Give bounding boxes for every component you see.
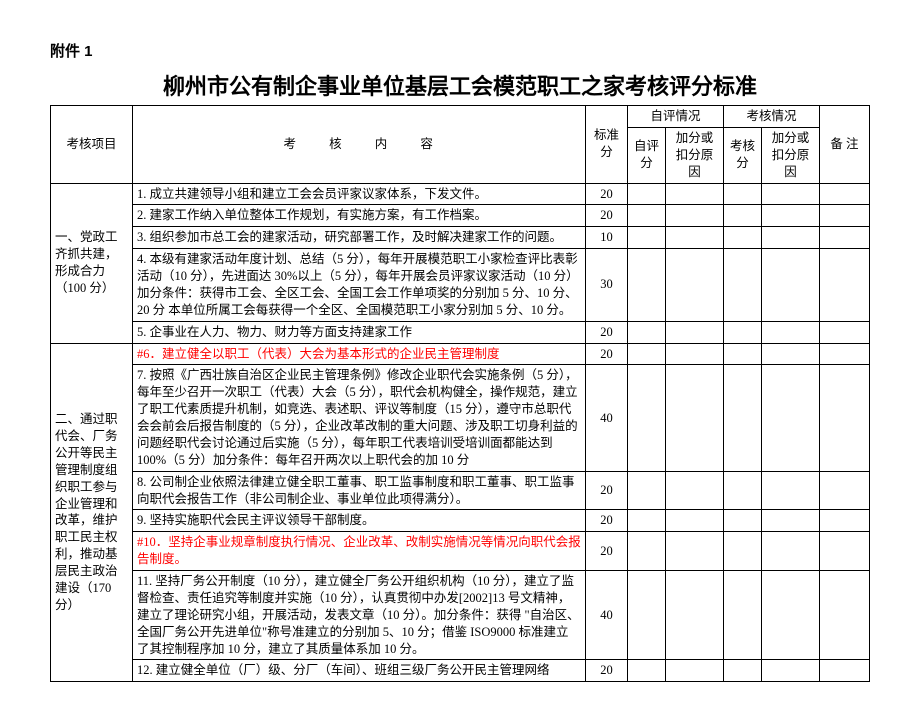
score-cell: 20 [585,343,627,365]
content-cell: 3. 组织参加市总工会的建家活动，研究部署工作，及时解决建家工作的问题。 [133,227,586,249]
assess-reason-cell [761,183,819,205]
content-cell: 5. 企事业在人力、物力、财力等方面支持建家工作 [133,321,586,343]
attachment-label: 附件 1 [50,40,870,61]
header-self-score: 自评分 [627,127,665,183]
table-row: 3. 组织参加市总工会的建家活动，研究部署工作，及时解决建家工作的问题。 10 [51,227,870,249]
table-row: 2. 建家工作纳入单位整体工作规划，有实施方案，有工作档案。 20 [51,205,870,227]
content-cell: 7. 按照《广西壮族自治区企业民主管理条例》修改企业职代会实施条例（5 分），每… [133,365,586,471]
assessment-table: 考核项目 考 核 内 容 标准分 自评情况 考核情况 备 注 自评分 加分或扣分… [50,105,870,682]
remark-cell [820,183,870,205]
table-row: 9. 坚持实施职代会民主评议领导干部制度。 20 [51,510,870,532]
table-row: 8. 公司制企业依照法律建立健全职工董事、职工监事制度和职工董事、职工监事向职代… [51,471,870,510]
header-assess-score: 考核分 [723,127,761,183]
header-row-1: 考核项目 考 核 内 容 标准分 自评情况 考核情况 备 注 [51,106,870,128]
score-cell: 20 [585,532,627,571]
table-row: 5. 企事业在人力、物力、财力等方面支持建家工作 20 [51,321,870,343]
content-cell: #6．建立健全以职工（代表）大会为基本形式的企业民主管理制度 [133,343,586,365]
table-row: 11. 坚持厂务公开制度（10 分），建立健全厂务公开组织机构（10 分），建立… [51,571,870,660]
table-row: 7. 按照《广西壮族自治区企业民主管理条例》修改企业职代会实施条例（5 分），每… [51,365,870,471]
score-cell: 10 [585,227,627,249]
table-row: 二、通过职代会、厂务公开等民主管理制度组织职工参与企业管理和改革，维护职工民主权… [51,343,870,365]
score-cell: 20 [585,660,627,682]
content-cell: 1. 成立共建领导小组和建立工会会员评家议家体系，下发文件。 [133,183,586,205]
header-self-reason: 加分或扣分原因 [665,127,723,183]
header-category: 考核项目 [51,106,133,184]
table-row: 4. 本级有建家活动年度计划、总结（5 分），每年开展模范职工小家检查评比表彰活… [51,249,870,322]
content-cell: 2. 建家工作纳入单位整体工作规划，有实施方案，有工作档案。 [133,205,586,227]
header-remark: 备 注 [820,106,870,184]
header-assess-group: 考核情况 [723,106,819,128]
header-standard-score: 标准分 [585,106,627,184]
category-cell: 一、党政工齐抓共建，形成合力（100 分） [51,183,133,343]
header-assess-reason: 加分或扣分原因 [761,127,819,183]
content-cell: 9. 坚持实施职代会民主评议领导干部制度。 [133,510,586,532]
table-row: 12. 建立健全单位（厂）级、分厂（车间）、班组三级厂务公开民主管理网络 20 [51,660,870,682]
assess-score-cell [723,183,761,205]
content-cell: 11. 坚持厂务公开制度（10 分），建立健全厂务公开组织机构（10 分），建立… [133,571,586,660]
content-cell: 12. 建立健全单位（厂）级、分厂（车间）、班组三级厂务公开民主管理网络 [133,660,586,682]
score-cell: 20 [585,471,627,510]
score-cell: 20 [585,183,627,205]
category-cell: 二、通过职代会、厂务公开等民主管理制度组织职工参与企业管理和改革，维护职工民主权… [51,343,133,682]
score-cell: 40 [585,365,627,471]
header-self-group: 自评情况 [627,106,723,128]
score-cell: 20 [585,321,627,343]
self-score-cell [627,183,665,205]
content-cell: 8. 公司制企业依照法律建立健全职工董事、职工监事制度和职工董事、职工监事向职代… [133,471,586,510]
table-row: #10．坚持企事业规章制度执行情况、企业改革、改制实施情况等情况向职代会报告制度… [51,532,870,571]
table-row: 一、党政工齐抓共建，形成合力（100 分） 1. 成立共建领导小组和建立工会会员… [51,183,870,205]
content-cell: #10．坚持企事业规章制度执行情况、企业改革、改制实施情况等情况向职代会报告制度… [133,532,586,571]
main-title: 柳州市公有制企事业单位基层工会模范职工之家考核评分标准 [50,69,870,101]
score-cell: 30 [585,249,627,322]
header-content: 考 核 内 容 [133,106,586,184]
content-cell: 4. 本级有建家活动年度计划、总结（5 分），每年开展模范职工小家检查评比表彰活… [133,249,586,322]
self-reason-cell [665,183,723,205]
score-cell: 20 [585,510,627,532]
score-cell: 40 [585,571,627,660]
score-cell: 20 [585,205,627,227]
